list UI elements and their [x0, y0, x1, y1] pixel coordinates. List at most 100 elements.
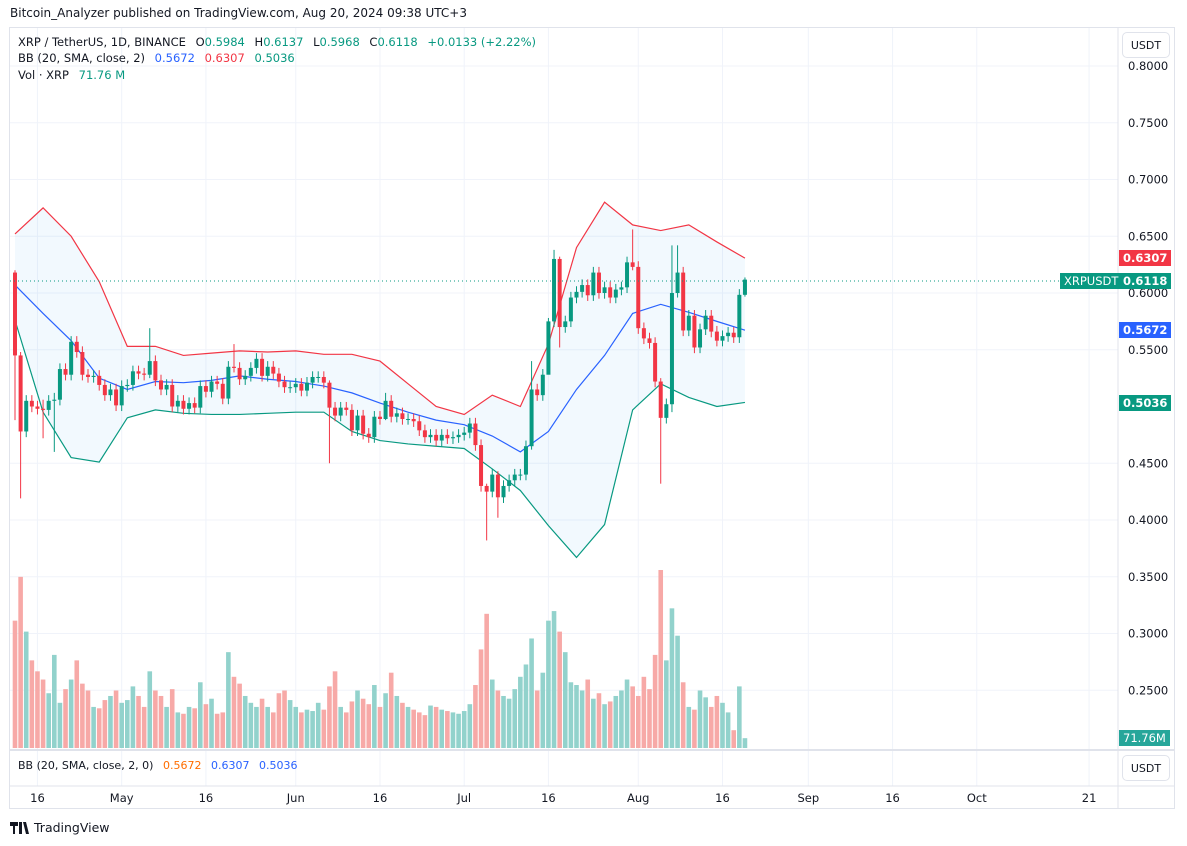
bb-pane-currency-button[interactable]: USDT	[1122, 755, 1170, 781]
currency-button[interactable]: USDT	[1122, 32, 1170, 58]
volume-bar	[349, 701, 355, 748]
bb-legend[interactable]: BB (20, SMA, close, 2) 0.5672 0.6307 0.5…	[18, 51, 295, 65]
volume-bar	[630, 686, 635, 748]
candle-body	[299, 383, 304, 391]
candle-body	[653, 342, 658, 382]
candle-body	[338, 407, 343, 416]
volume-bar	[209, 698, 214, 748]
volume-bar	[647, 689, 652, 748]
candle-body	[52, 399, 57, 401]
open-value: 0.5984	[204, 35, 245, 49]
volume-bar	[96, 708, 102, 748]
time-tick-label: Sep	[797, 791, 819, 805]
candle-body	[411, 418, 416, 422]
candle-body	[29, 400, 34, 407]
candle-body	[580, 285, 585, 292]
volume-bar	[18, 576, 23, 748]
volume-bar	[293, 706, 299, 748]
candle-body	[136, 371, 141, 374]
time-tick-label: 16	[30, 791, 45, 805]
volume-bar	[703, 697, 708, 748]
candle-body	[260, 358, 265, 376]
candle-body	[613, 289, 618, 298]
candle-body	[602, 287, 607, 293]
candle-body	[254, 358, 259, 368]
volume-bar	[287, 700, 293, 748]
volume-bar	[624, 679, 630, 748]
candle-body	[377, 416, 382, 419]
bb-upper-tag: 0.6307	[1119, 250, 1172, 266]
volume-bar	[186, 706, 192, 748]
volume-bar	[254, 706, 259, 748]
candle-body	[125, 384, 130, 387]
candle-body	[490, 474, 495, 492]
time-tick-label: 16	[885, 791, 900, 805]
volume-bar	[85, 690, 91, 748]
volume-bar	[518, 676, 523, 748]
volume-bar	[467, 704, 473, 748]
volume-bar	[108, 695, 113, 748]
candle-body	[327, 382, 332, 408]
candle-body	[316, 376, 321, 378]
candle-body	[417, 421, 422, 431]
bb-upper-line	[14, 201, 746, 416]
volume-bar	[315, 702, 321, 748]
volume-bar	[720, 702, 725, 748]
candle-body	[742, 279, 747, 295]
candle-body	[540, 374, 545, 396]
volume-bar	[125, 700, 130, 748]
candle-body	[114, 389, 119, 406]
candle-body	[164, 384, 169, 390]
candle-body	[394, 413, 399, 417]
time-tick-label: 16	[541, 791, 556, 805]
volume-bar	[737, 686, 742, 748]
time-tick-label: Oct	[967, 791, 987, 805]
volume-bar	[439, 709, 445, 748]
candle-body	[495, 474, 500, 498]
volume-tag: 71.76M	[1119, 730, 1170, 746]
candle-body	[181, 400, 186, 409]
price-tick-label: 0.5500	[1128, 343, 1168, 357]
volume-bar	[220, 712, 226, 748]
candle-body	[698, 329, 703, 348]
volume-bar	[557, 631, 562, 748]
tradingview-logo[interactable]: TradingView	[10, 820, 110, 835]
candle-body	[467, 423, 472, 433]
bb-basis-value: 0.5672	[154, 51, 195, 65]
candle-body	[46, 400, 51, 410]
volume-bar	[63, 689, 68, 748]
candle-body	[130, 371, 135, 385]
volume-bar	[725, 712, 731, 748]
volume-bar	[197, 682, 203, 748]
time-tick-label: Jul	[456, 791, 471, 805]
candle-body	[187, 403, 192, 409]
volume-bar	[489, 679, 495, 748]
volume-bar	[242, 695, 248, 748]
price-tick-label: 0.2500	[1128, 683, 1168, 697]
volume-bar	[130, 686, 136, 748]
volume-bar	[327, 686, 332, 748]
volume-bar	[534, 690, 540, 748]
bb-band-fill	[15, 202, 745, 558]
volume-bar	[478, 649, 484, 748]
volume-bar	[405, 706, 411, 748]
price-tick-label: 0.6000	[1128, 286, 1168, 300]
candle-body	[703, 315, 708, 330]
candle-body	[523, 446, 528, 475]
volume-bar	[355, 690, 360, 748]
volume-legend[interactable]: Vol · XRP 71.76 M	[18, 68, 126, 82]
candle-body	[97, 375, 102, 385]
volume-bar	[540, 672, 546, 748]
candle-body	[203, 386, 208, 392]
volume-bar	[619, 690, 624, 748]
volume-bar	[276, 693, 282, 748]
price-tick-label: 0.3500	[1128, 570, 1168, 584]
chart-frame	[9, 27, 1175, 809]
symbol-legend[interactable]: XRP / TetherUS, 1D, BINANCE O0.5984 H0.6…	[18, 35, 537, 49]
candle-body	[361, 415, 366, 434]
time-tick-label: Jun	[286, 791, 305, 805]
symbol-name: XRP / TetherUS, 1D, BINANCE	[18, 35, 186, 49]
volume-bar	[484, 613, 489, 748]
bb-pane-legend[interactable]: BB (20, SMA, close, 2, 0) 0.5672 0.6307 …	[18, 759, 298, 772]
